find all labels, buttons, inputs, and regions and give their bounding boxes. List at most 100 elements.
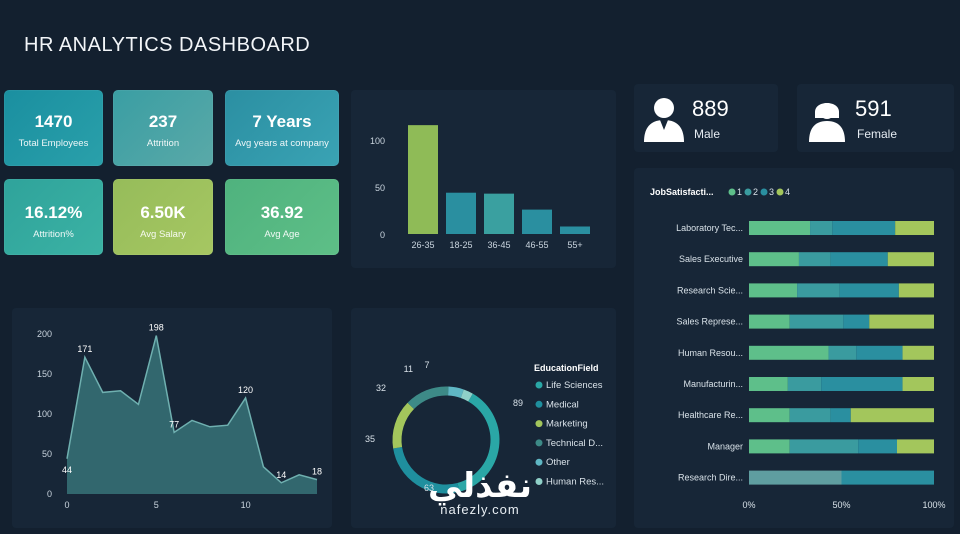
job-satisfaction-chart-panel[interactable]: JobSatisfacti... 1 2 3 4 Laboratory Tec... Sal… bbox=[634, 168, 954, 528]
x-tick-label: 55+ bbox=[567, 240, 582, 250]
stacked-bar-segment bbox=[832, 221, 896, 235]
donut-slice bbox=[407, 386, 449, 410]
area-line bbox=[66, 335, 318, 484]
x-tick-label: 18-25 bbox=[449, 240, 472, 250]
legend-label: Technical D... bbox=[546, 438, 603, 449]
legend-label: Life Sciences bbox=[546, 380, 603, 391]
stacked-bar-segment bbox=[850, 408, 934, 423]
kpi-total-employees[interactable]: 1470 Total Employees bbox=[4, 90, 103, 166]
stacked-bar-segment bbox=[821, 377, 903, 391]
stacked-bar-segment bbox=[749, 314, 790, 329]
stacked-bar-segment bbox=[830, 252, 888, 267]
stacked-bar-segment bbox=[902, 345, 934, 360]
stacked-bar-segment bbox=[749, 470, 842, 485]
stacked-bar-segment bbox=[749, 252, 799, 267]
stacked-bar-segment bbox=[856, 345, 903, 360]
legend-marker bbox=[535, 381, 543, 389]
stacked-bar-segment bbox=[898, 283, 934, 298]
slice-value-label: 35 bbox=[365, 434, 375, 444]
stacked-bar-segment bbox=[749, 345, 829, 360]
slice-value-label: 11 bbox=[404, 364, 413, 374]
data-label: 18 bbox=[312, 467, 322, 477]
stacked-bar-segment bbox=[749, 283, 798, 298]
data-label: 120 bbox=[238, 385, 253, 395]
watermark-logo: نفذلي nafezly.com bbox=[420, 468, 540, 517]
y-tick-label: 0 bbox=[380, 230, 385, 240]
legend-label: 4 bbox=[785, 187, 790, 197]
kpi-value: 16.12% bbox=[24, 203, 83, 222]
y-tick-label: 50 bbox=[375, 183, 385, 193]
legend-label: Medical bbox=[546, 399, 579, 410]
female-label: Female bbox=[857, 127, 898, 141]
data-label: 44 bbox=[62, 465, 72, 475]
category-label: Healthcare Re... bbox=[678, 410, 743, 420]
x-tick-label: 0% bbox=[742, 500, 755, 510]
education-field-donut-chart: 89 63 35 32 11 7 EducationField Life Sciences Me… bbox=[365, 360, 604, 494]
stacked-bar-segment bbox=[830, 408, 851, 423]
donut-slice bbox=[447, 386, 464, 399]
y-tick-label: 50 bbox=[42, 449, 52, 459]
slice-value-label: 32 bbox=[376, 383, 386, 393]
legend-marker bbox=[728, 188, 736, 196]
legend-marker bbox=[535, 420, 543, 428]
kpi-label: Attrition% bbox=[33, 229, 74, 240]
category-label: Research Scie... bbox=[677, 285, 743, 295]
category-label: Laboratory Tec... bbox=[676, 223, 743, 233]
age-distribution-area-chart: 200 150 100 50 0 0 5 10 44 171 198 77 120 14 18 bbox=[37, 323, 322, 510]
stacked-bar-segment bbox=[839, 283, 899, 298]
age-distribution-chart-panel[interactable]: 200 150 100 50 0 0 5 10 44 171 198 77 120 14 18 bbox=[12, 308, 332, 528]
stacked-bar-segment bbox=[789, 439, 859, 454]
stacked-bar-segment bbox=[789, 314, 844, 329]
kpi-label: Attrition bbox=[146, 138, 180, 149]
data-label: 77 bbox=[169, 419, 179, 429]
category-label: Human Resou... bbox=[678, 348, 743, 358]
legend-label: 3 bbox=[769, 187, 774, 197]
legend-label: 2 bbox=[753, 187, 758, 197]
female-card[interactable]: 591 Female bbox=[797, 84, 954, 152]
legend-marker bbox=[776, 188, 784, 196]
kpi-avg-age[interactable]: 36.92 Avg Age bbox=[225, 179, 339, 255]
legend-label: Marketing bbox=[546, 419, 588, 430]
legend-title: EducationField bbox=[534, 363, 599, 373]
legend-marker bbox=[535, 439, 543, 447]
kpi-avg-salary[interactable]: 6.50K Avg Salary bbox=[113, 179, 213, 255]
kpi-label: Avg years at company bbox=[235, 138, 329, 149]
legend-label: Other bbox=[546, 457, 570, 468]
kpi-value: 237 bbox=[148, 112, 178, 131]
slice-value-label: 63 bbox=[424, 483, 434, 493]
category-label: Manager bbox=[707, 441, 743, 451]
dashboard-title: HR ANALYTICS DASHBOARD bbox=[24, 34, 311, 56]
kpi-attrition-percent[interactable]: 16.12% Attrition% bbox=[4, 179, 103, 255]
donut-slice bbox=[457, 393, 500, 492]
male-label: Male bbox=[694, 127, 721, 141]
kpi-label: Avg Salary bbox=[140, 229, 186, 240]
y-tick-label: 100 bbox=[37, 409, 52, 419]
legend-marker bbox=[760, 188, 768, 196]
age-group-chart-panel[interactable]: 100 50 0 26-35 18-25 36-45 46-55 55+ bbox=[351, 90, 616, 268]
kpi-value: 6.50K bbox=[140, 203, 186, 222]
donut-slice bbox=[393, 446, 460, 494]
education-field-chart-panel[interactable]: 89 63 35 32 11 7 EducationField Life Sciences Me… bbox=[351, 308, 616, 528]
category-label: Manufacturin... bbox=[683, 379, 743, 389]
male-person-icon bbox=[644, 98, 684, 142]
legend-marker bbox=[535, 400, 543, 408]
stacked-bar-segment bbox=[841, 470, 934, 485]
kpi-avg-years[interactable]: 7 Years Avg years at company bbox=[225, 90, 339, 166]
male-card[interactable]: 889 Male bbox=[634, 84, 778, 152]
stacked-bar-segment bbox=[828, 345, 857, 360]
bar bbox=[446, 192, 476, 234]
legend-marker bbox=[744, 188, 752, 196]
kpi-label: Avg Age bbox=[264, 229, 300, 240]
watermark-arabic: نفذلي bbox=[427, 466, 533, 506]
x-tick-label: 36-45 bbox=[487, 240, 510, 250]
female-person-icon bbox=[809, 103, 845, 142]
category-label: Sales Represe... bbox=[676, 317, 743, 327]
data-label: 198 bbox=[149, 323, 164, 333]
data-label: 14 bbox=[276, 470, 286, 480]
x-tick-label: 10 bbox=[241, 500, 251, 510]
y-tick-label: 0 bbox=[47, 489, 52, 499]
stacked-bar-segment bbox=[897, 439, 934, 454]
stacked-bar-segment bbox=[810, 221, 833, 235]
legend-title: JobSatisfacti... bbox=[650, 187, 714, 197]
kpi-attrition[interactable]: 237 Attrition bbox=[113, 90, 213, 166]
